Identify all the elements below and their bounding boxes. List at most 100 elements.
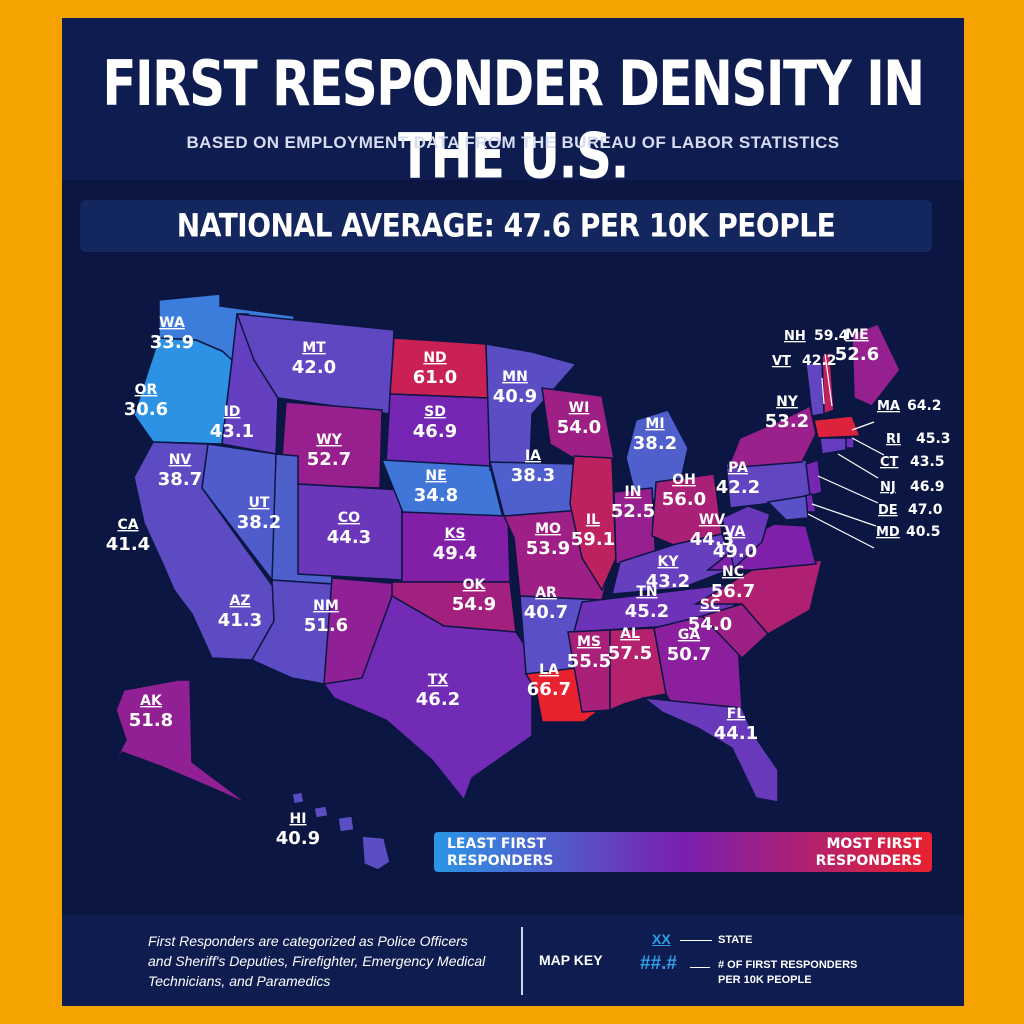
state-value-fl: 44.1 [714, 723, 758, 744]
state-abbr-mt: MT [302, 340, 326, 356]
state-shape-me [851, 323, 901, 407]
state-value-nm: 51.6 [304, 615, 348, 636]
national-average-text: NATIONAL AVERAGE: 47.6 PER 10K PEOPLE [176, 206, 836, 245]
state-value-or: 30.6 [124, 399, 168, 420]
state-value-hi: 40.9 [276, 828, 320, 849]
state-value-ca: 41.4 [106, 534, 150, 555]
state-abbr-in: IN [625, 484, 642, 500]
leader-line-ct [837, 453, 879, 479]
state-value-ut: 38.2 [237, 512, 281, 533]
state-abbr-sc: SC [700, 597, 720, 613]
map-key-state-desc: STATE [718, 934, 753, 946]
state-shape-hi-3 [361, 835, 391, 871]
state-value-sc: 54.0 [688, 614, 732, 635]
state-abbr-nh: NH [784, 329, 806, 344]
state-value-nc: 56.7 [711, 581, 755, 602]
state-abbr-ar: AR [535, 585, 557, 601]
state-value-ia: 38.3 [511, 465, 555, 486]
state-value-ny: 53.2 [765, 411, 809, 432]
state-abbr-co: CO [338, 510, 360, 526]
state-value-in: 52.5 [611, 501, 655, 522]
state-abbr-vt: VT [772, 354, 791, 369]
state-value-ct: 43.5 [910, 454, 945, 470]
state-value-ky: 43.2 [646, 571, 690, 592]
state-abbr-oh: OH [672, 472, 696, 488]
state-shape-nj [805, 458, 823, 498]
state-abbr-id: ID [224, 404, 241, 420]
state-shape-vt [805, 361, 825, 417]
state-abbr-ma: MA [877, 399, 900, 414]
infographic-frame: FIRST RESPONDER DENSITY IN THE U.S. BASE… [62, 18, 964, 1006]
state-value-nv: 38.7 [158, 469, 202, 490]
state-value-mn: 40.9 [493, 386, 537, 407]
state-abbr-hi: HI [290, 811, 307, 827]
state-abbr-nv: NV [169, 452, 192, 468]
state-value-md: 40.5 [906, 524, 941, 540]
state-abbr-sd: SD [424, 404, 446, 420]
state-value-ok: 54.9 [452, 594, 496, 615]
state-abbr-la: LA [539, 662, 559, 678]
footnote: First Responders are categorized as Poli… [148, 933, 486, 989]
state-shape-hi-2 [337, 815, 355, 833]
state-shape-ak [105, 679, 249, 805]
leader-line-de [811, 503, 877, 527]
state-abbr-ga: GA [678, 627, 700, 643]
state-abbr-mi: MI [645, 416, 664, 432]
state-value-nd: 61.0 [413, 367, 457, 388]
state-value-ne: 34.8 [414, 485, 458, 506]
state-value-ma: 64.2 [907, 398, 942, 414]
state-abbr-ak: AK [140, 693, 163, 709]
leader-line-vt [821, 377, 825, 405]
leader-line-ri [851, 437, 885, 456]
legend-most-label: MOST FIRST RESPONDERS [816, 836, 923, 869]
map-key-label: MAP KEY [539, 952, 603, 968]
legend-least-label: LEAST FIRST RESPONDERS [447, 836, 553, 869]
state-abbr-mn: MN [502, 369, 528, 385]
map-key-value-sample: ##.# [640, 953, 677, 974]
state-value-va: 49.0 [713, 541, 757, 562]
state-value-nh: 59.4 [814, 328, 849, 344]
header: FIRST RESPONDER DENSITY IN THE U.S. BASE… [62, 18, 964, 193]
state-shape-ny [726, 404, 817, 469]
map-key-value-desc: # OF FIRST RESPONDERS PER 10K PEOPLE [718, 959, 858, 986]
state-abbr-al: AL [620, 626, 640, 642]
state-value-ri: 45.3 [916, 431, 951, 447]
state-value-wa: 33.9 [150, 332, 194, 353]
map-key-state-sample: XX [652, 931, 671, 947]
us-choropleth-map: WA33.9OR30.6CA41.4NV38.7ID43.1MT42.0WY52… [105, 293, 951, 872]
state-value-ks: 49.4 [433, 543, 477, 564]
state-value-id: 43.1 [210, 421, 254, 442]
state-abbr-ny: NY [776, 394, 799, 410]
color-legend: LEAST FIRST RESPONDERS MOST FIRST RESPONDE… [434, 832, 932, 872]
footer: First Responders are categorized as Poli… [62, 915, 964, 1006]
state-abbr-il: IL [586, 512, 600, 528]
state-shape-hi [291, 791, 305, 805]
state-value-wi: 54.0 [557, 417, 601, 438]
page-title: FIRST RESPONDER DENSITY IN THE U.S. [102, 47, 925, 193]
state-value-sd: 46.9 [413, 421, 457, 442]
leader-line-nh [824, 353, 833, 407]
leader-line-nj [817, 475, 879, 504]
state-value-mi: 38.2 [633, 433, 677, 454]
leader-line-ma [851, 421, 875, 431]
state-shape-ri [845, 437, 855, 449]
state-shape-wv [721, 505, 771, 570]
state-abbr-ca: CA [117, 517, 138, 533]
state-shape-ct [819, 437, 847, 455]
state-value-ak: 51.8 [129, 710, 173, 731]
state-abbr-ky: KY [658, 554, 680, 570]
state-abbr-nd: ND [423, 350, 446, 366]
state-abbr-wy: WY [316, 432, 342, 448]
state-value-mo: 53.9 [526, 538, 570, 559]
state-abbr-va: VA [725, 524, 746, 540]
state-abbr-nm: NM [313, 598, 339, 614]
state-abbr-ia: IA [525, 448, 541, 464]
state-value-oh: 56.0 [662, 489, 706, 510]
state-abbr-wv: WV [699, 512, 725, 528]
state-value-me: 52.6 [835, 344, 879, 365]
state-value-tn: 45.2 [625, 601, 669, 622]
state-shape-il [569, 455, 617, 592]
state-value-ms: 55.5 [567, 651, 611, 672]
state-value-wy: 52.7 [307, 449, 351, 470]
national-average-banner: NATIONAL AVERAGE: 47.6 PER 10K PEOPLE [80, 200, 932, 252]
